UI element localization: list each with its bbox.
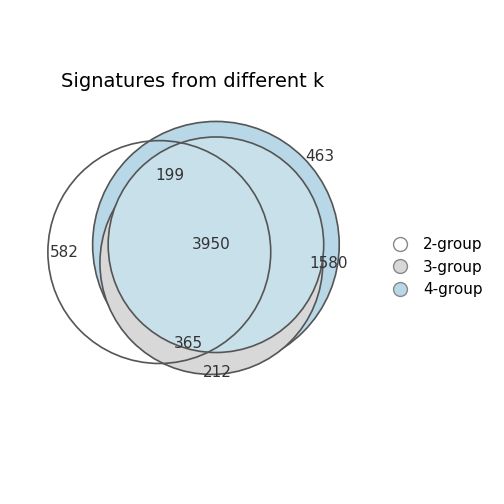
Text: 582: 582 <box>50 244 79 260</box>
Text: 212: 212 <box>203 365 232 380</box>
Circle shape <box>108 137 324 352</box>
Text: 463: 463 <box>305 149 335 164</box>
Title: Signatures from different k: Signatures from different k <box>61 73 325 91</box>
Text: 199: 199 <box>156 168 185 183</box>
Circle shape <box>93 121 339 368</box>
Legend: 2-group, 3-group, 4-group: 2-group, 3-group, 4-group <box>379 231 489 303</box>
Text: 365: 365 <box>174 336 203 351</box>
Circle shape <box>100 152 323 374</box>
Text: 3950: 3950 <box>192 237 231 252</box>
Text: 1580: 1580 <box>309 256 348 271</box>
